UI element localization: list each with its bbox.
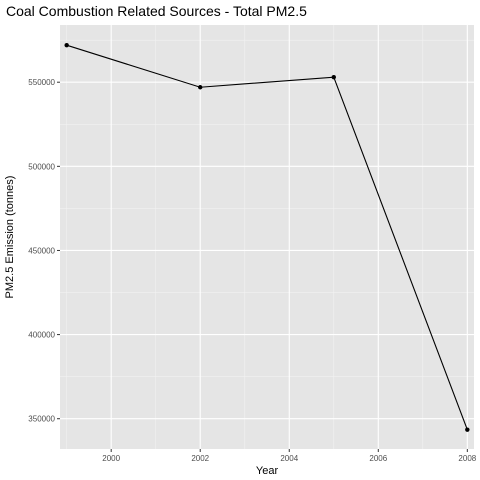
y-axis-ticks: 350000 400000 450000 500000 550000 [28,78,60,424]
x-axis-ticks: 2000 2002 2004 2006 2008 [102,449,477,463]
y-tick-label: 550000 [28,78,55,87]
data-point [331,74,336,80]
x-tick-label: 2008 [458,454,476,463]
x-axis-title: Year [256,465,279,477]
x-tick-label: 2000 [102,454,120,463]
y-tick-label: 350000 [28,415,55,424]
y-tick-label: 450000 [28,246,55,255]
y-tick-label: 500000 [28,162,55,171]
series-line [66,44,468,430]
data-point [64,42,69,48]
y-tick-label: 400000 [28,331,55,340]
plot-panel [60,25,474,449]
data-point [198,85,203,90]
x-tick-label: 2002 [191,454,209,463]
x-tick-label: 2006 [369,454,387,463]
x-tick-label: 2004 [280,454,298,463]
data-series [64,42,470,432]
data-point [465,427,470,432]
minor-gridlines [60,25,474,449]
chart-title: Coal Combustion Related Sources - Total … [6,3,307,19]
y-axis-title: PM2.5 Emission (tonnes) [4,176,16,299]
major-gridlines [60,25,474,449]
